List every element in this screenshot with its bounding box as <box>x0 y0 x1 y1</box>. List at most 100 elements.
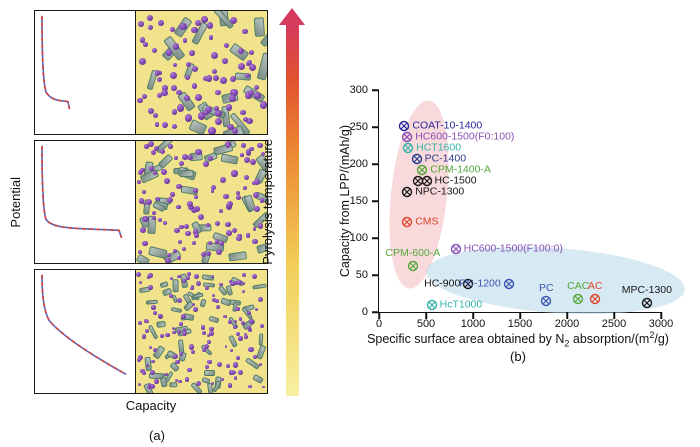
purple-particle <box>197 213 204 220</box>
purple-particle <box>172 124 177 130</box>
purple-particle <box>197 112 206 120</box>
purple-particle <box>142 201 147 206</box>
purple-particle <box>139 37 146 43</box>
y-tick <box>372 126 379 128</box>
microstructure-illustration-3 <box>136 269 268 395</box>
purple-particle <box>138 355 144 361</box>
purple-particle <box>161 168 168 175</box>
purple-particle <box>211 52 219 60</box>
purple-particle <box>245 72 250 78</box>
data-point-PC <box>540 295 552 307</box>
purple-particle <box>147 273 153 278</box>
purple-particle <box>152 347 157 353</box>
carbon-platelet <box>204 370 215 377</box>
carbon-platelet <box>148 246 168 259</box>
purple-particle <box>164 177 170 184</box>
carbon-platelet <box>224 285 234 297</box>
purple-particle <box>146 14 154 22</box>
purple-particle <box>149 369 155 375</box>
carbon-platelet <box>220 297 232 306</box>
x-label-superscript: 2 <box>649 330 655 340</box>
purple-particle <box>191 66 198 73</box>
purple-particle <box>137 97 143 104</box>
purple-particle <box>140 167 146 173</box>
purple-particle <box>177 104 185 112</box>
purple-particle <box>237 47 245 54</box>
purple-particle <box>202 347 207 352</box>
purple-particle <box>223 193 230 200</box>
purple-particle <box>205 75 213 82</box>
panel-a-y-axis-label-wrap: Potential <box>8 10 23 394</box>
purple-particle <box>170 85 177 92</box>
purple-particle <box>160 89 168 97</box>
purple-particle <box>140 226 146 233</box>
data-point-MPC-1300 <box>641 297 653 309</box>
purple-particle <box>151 359 155 364</box>
purple-particle <box>169 277 173 281</box>
x-label-part: Specific surface area obtained by N <box>367 332 565 347</box>
circle-x-marker-icon <box>421 175 432 187</box>
purple-particle <box>167 196 174 203</box>
purple-particle <box>170 192 175 197</box>
y-tick-label: 100 <box>349 232 368 244</box>
purple-particle <box>142 240 148 247</box>
purple-particle <box>167 253 172 258</box>
purple-particle <box>158 20 165 27</box>
purple-particle <box>175 359 180 365</box>
point-label-CMS: CMS <box>415 215 439 228</box>
purple-particle <box>206 222 210 227</box>
purple-particle <box>202 75 208 81</box>
x-tick-label: 0 <box>375 318 383 330</box>
purple-particle <box>172 330 176 334</box>
y-tick-label: 250 <box>349 121 368 133</box>
purple-particle <box>187 201 194 207</box>
purple-particle <box>236 195 242 201</box>
circle-x-marker-icon <box>503 278 514 290</box>
purple-particle <box>226 104 233 111</box>
purple-particle <box>215 248 223 255</box>
circle-x-marker-icon <box>399 120 410 131</box>
purple-particle <box>211 381 215 385</box>
purple-particle <box>187 272 192 277</box>
data-point-CPM-1400-A <box>416 164 428 176</box>
point-label-HCT1600: HCT1600 <box>416 141 462 154</box>
purple-particle <box>147 383 152 388</box>
microstructure-illustration-2 <box>136 139 268 265</box>
purple-particle <box>138 280 143 285</box>
purple-particle <box>148 25 154 31</box>
carbon-platelet <box>220 153 239 165</box>
purple-particle <box>151 47 158 54</box>
data-point-COAT-10-1400 <box>398 120 410 132</box>
purple-particle <box>149 166 154 171</box>
purple-particle <box>252 274 258 280</box>
purple-particle <box>136 358 141 363</box>
purple-particle <box>242 117 248 123</box>
purple-particle <box>241 272 246 277</box>
purple-particle <box>190 287 194 291</box>
y-tick-label: 0 <box>361 306 368 318</box>
purple-particle <box>179 322 183 326</box>
purple-particle <box>242 185 248 191</box>
purple-particle <box>205 105 212 113</box>
panel-a-caption: (a) <box>149 428 165 443</box>
purple-particle <box>177 239 182 244</box>
purple-particle <box>249 158 256 166</box>
purple-particle <box>240 153 245 158</box>
purple-particle <box>140 368 145 374</box>
purple-particle <box>181 314 186 319</box>
purple-particle <box>182 38 188 43</box>
purple-particle <box>185 230 191 237</box>
purple-particle <box>252 238 258 245</box>
purple-particle <box>178 379 182 384</box>
purple-particle <box>148 284 153 290</box>
carbon-platelet <box>188 119 208 134</box>
carbon-platelet <box>227 335 238 349</box>
point-label-HC-900: HC-900 <box>424 277 461 290</box>
purple-particle <box>227 123 234 131</box>
purple-particle <box>191 83 198 90</box>
purple-particle <box>258 296 263 302</box>
purple-particle <box>219 241 225 247</box>
purple-particle <box>142 371 146 375</box>
purple-particle <box>181 246 187 252</box>
